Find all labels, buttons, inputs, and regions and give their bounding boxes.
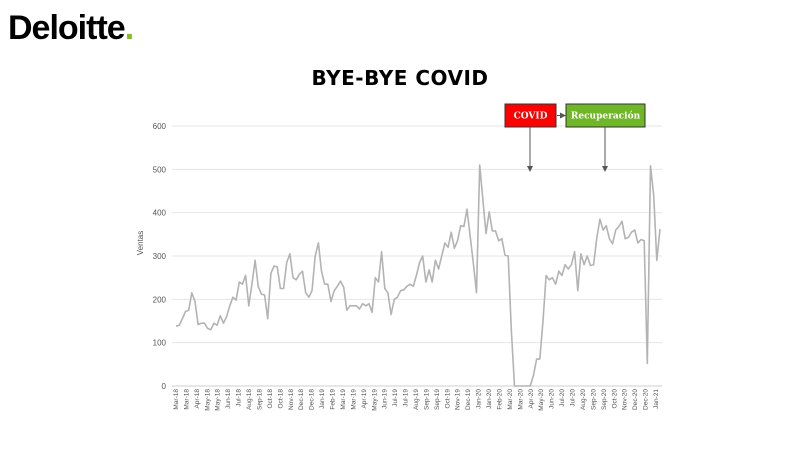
x-tick-label: May-18 — [204, 389, 211, 411]
x-tick-label: Aug-18 — [246, 389, 253, 410]
x-tick-label: Dec-20 — [632, 389, 639, 410]
x-tick-label: Oct-20 — [611, 389, 618, 409]
y-tick-label: 600 — [153, 122, 167, 131]
y-tick-label: 500 — [153, 165, 167, 174]
logo-wordmark: Deloitte — [8, 9, 126, 47]
x-tick-label: Apr-18 — [194, 389, 201, 409]
x-tick-label: May-19 — [371, 389, 378, 411]
x-tick-label: Jul-18 — [236, 389, 243, 407]
series-line-ventas — [175, 164, 661, 387]
x-tick-label: Apr-20 — [528, 389, 535, 409]
x-tick-label: Jul-19 — [403, 389, 410, 407]
x-tick-label: Dec-20 — [643, 389, 650, 410]
x-tick-label: Oct-19 — [444, 389, 451, 409]
x-tick-label: Mar-19 — [350, 389, 357, 410]
x-tick-label: Sep-20 — [601, 389, 608, 410]
deloitte-logo: Deloitte. — [8, 6, 135, 50]
x-tick-label: May-20 — [538, 389, 545, 411]
x-tick-label: Sep-19 — [434, 389, 441, 410]
x-tick-label: Feb-19 — [330, 389, 337, 410]
x-tick-label: Dec-18 — [298, 389, 305, 410]
x-tick-label: Jun-18 — [225, 389, 232, 409]
y-tick-label: 0 — [162, 382, 167, 391]
x-tick-label: Nov-20 — [622, 389, 629, 410]
x-tick-label: Jan-20 — [486, 389, 493, 409]
x-tick-label: Dec-18 — [309, 389, 316, 410]
annotation-label: Recuperación — [571, 111, 641, 122]
logo-green-dot: . — [124, 9, 135, 47]
x-tick-label: Feb-20 — [496, 389, 503, 410]
x-tick-label: Jan-19 — [319, 389, 326, 409]
x-tick-label: Sep-19 — [423, 389, 430, 410]
y-axis-label: Ventas — [136, 231, 145, 255]
chart-title: BYE-BYE COVID — [311, 66, 489, 90]
x-tick-label: Jul-20 — [559, 389, 566, 407]
x-tick-label: Nov-18 — [288, 389, 295, 410]
x-tick-label: Oct-18 — [267, 389, 274, 409]
x-tick-label: Jan-20 — [476, 389, 483, 409]
x-tick-label: Mar-19 — [340, 389, 347, 410]
x-tick-label: Sep-18 — [256, 389, 263, 410]
annotation-label: COVID — [514, 112, 548, 122]
x-tick-label: Jun-19 — [382, 389, 389, 409]
y-tick-label: 300 — [153, 252, 167, 261]
x-tick-label: Jun-20 — [549, 389, 556, 409]
x-tick-label: Sep-20 — [590, 389, 597, 410]
x-tick-label: May-18 — [215, 389, 222, 411]
x-tick-label: Mar-18 — [173, 389, 180, 410]
x-tick-label: Nov-19 — [455, 389, 462, 410]
y-tick-label: 400 — [153, 209, 167, 218]
y-tick-label: 200 — [153, 295, 167, 304]
x-tick-label: Mar-20 — [517, 389, 524, 410]
y-tick-label: 100 — [153, 339, 167, 348]
x-tick-label: Oct-18 — [277, 389, 284, 409]
x-tick-label: Aug-19 — [413, 389, 420, 410]
x-tick-label: Jul-20 — [570, 389, 577, 407]
x-tick-label: Jan-21 — [653, 389, 660, 409]
x-tick-label: Mar-18 — [183, 389, 190, 410]
x-tick-label: Mar-20 — [507, 389, 514, 410]
x-tick-label: Jul-19 — [392, 389, 399, 407]
x-tick-label: Aug-20 — [580, 389, 587, 410]
x-tick-label: Apr-19 — [361, 389, 368, 409]
x-tick-label: Dec-19 — [465, 389, 472, 410]
